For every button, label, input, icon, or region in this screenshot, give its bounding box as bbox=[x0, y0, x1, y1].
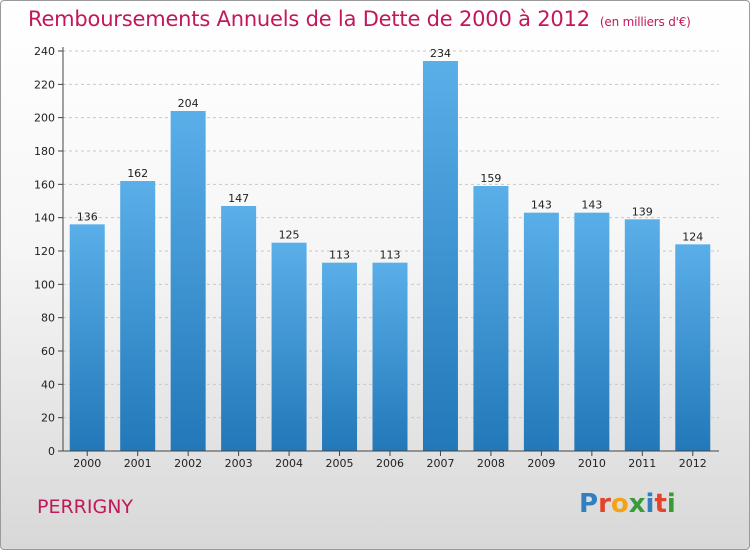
y-tick-label: 40 bbox=[41, 378, 55, 391]
logo-letter: i bbox=[645, 489, 655, 519]
chart-title: Remboursements Annuels de la Dette de 20… bbox=[28, 7, 691, 31]
bar-2001 bbox=[120, 181, 156, 451]
bar-2002 bbox=[170, 111, 206, 451]
data-label: 147 bbox=[228, 192, 249, 205]
data-label: 113 bbox=[329, 249, 350, 262]
data-label: 143 bbox=[581, 199, 602, 212]
y-tick-label: 120 bbox=[34, 245, 55, 258]
y-tick-label: 80 bbox=[41, 312, 55, 325]
unit-label: (en milliers d'€) bbox=[599, 15, 691, 29]
logo-letter: P bbox=[579, 489, 599, 519]
bars-group: 136 162 204 147 125 113 113 234 159 143 143 139 124 bbox=[69, 47, 711, 451]
axes: 0 20 40 60 80 100 120 140 160 180 200 220 240 2000 200… bbox=[34, 45, 719, 470]
y-tick-label: 180 bbox=[34, 145, 55, 158]
y-tick-label: 20 bbox=[41, 412, 55, 425]
bar-2005 bbox=[322, 262, 358, 451]
bar-2000 bbox=[69, 224, 105, 451]
bar-2007 bbox=[422, 61, 458, 451]
data-label: 162 bbox=[127, 167, 148, 180]
y-tick-label: 240 bbox=[34, 45, 55, 58]
bar-2003 bbox=[221, 206, 257, 451]
data-label: 139 bbox=[632, 205, 653, 218]
bar-2008 bbox=[473, 186, 509, 451]
commune-name: PERRIGNY bbox=[37, 496, 134, 518]
y-tick-label: 140 bbox=[34, 212, 55, 225]
logo-letter: r bbox=[598, 489, 611, 519]
logo-letter: x bbox=[628, 489, 646, 519]
y-tick-label: 160 bbox=[34, 178, 55, 191]
x-tick-label: 2004 bbox=[275, 457, 303, 470]
bar-2010 bbox=[574, 212, 610, 451]
proxiti-logo[interactable]: Proxiti bbox=[579, 489, 676, 519]
x-tick-label: 2012 bbox=[679, 457, 707, 470]
title-text: Remboursements Annuels de la Dette de 20… bbox=[28, 7, 590, 31]
data-label: 234 bbox=[430, 47, 451, 60]
bar-2006 bbox=[372, 262, 408, 451]
x-tick-label: 2008 bbox=[477, 457, 505, 470]
data-label: 113 bbox=[380, 249, 401, 262]
x-tick-label: 2000 bbox=[73, 457, 101, 470]
data-label: 143 bbox=[531, 199, 552, 212]
y-tick-label: 60 bbox=[41, 345, 55, 358]
x-tick-label: 2006 bbox=[376, 457, 404, 470]
x-tick-label: 2011 bbox=[628, 457, 656, 470]
logo-letter: o bbox=[610, 489, 629, 519]
data-label: 125 bbox=[279, 229, 300, 242]
x-tick-label: 2005 bbox=[326, 457, 354, 470]
data-label: 136 bbox=[77, 210, 98, 223]
x-tick-label: 2001 bbox=[124, 457, 152, 470]
data-label: 124 bbox=[682, 230, 703, 243]
bar-2011 bbox=[624, 219, 660, 451]
y-tick-label: 220 bbox=[34, 78, 55, 91]
bar-2012 bbox=[675, 244, 711, 451]
x-tick-label: 2007 bbox=[426, 457, 454, 470]
bar-2004 bbox=[271, 242, 307, 451]
bar-2009 bbox=[523, 212, 559, 451]
data-label: 159 bbox=[480, 172, 501, 185]
y-tick-label: 200 bbox=[34, 112, 55, 125]
x-tick-label: 2002 bbox=[174, 457, 202, 470]
x-tick-label: 2009 bbox=[527, 457, 555, 470]
y-tick-label: 0 bbox=[48, 445, 55, 458]
logo-letter: i bbox=[666, 489, 676, 519]
x-tick-label: 2003 bbox=[225, 457, 253, 470]
y-tick-label: 100 bbox=[34, 278, 55, 291]
data-label: 204 bbox=[178, 97, 199, 110]
x-tick-label: 2010 bbox=[578, 457, 606, 470]
logo-letter: t bbox=[654, 489, 667, 519]
